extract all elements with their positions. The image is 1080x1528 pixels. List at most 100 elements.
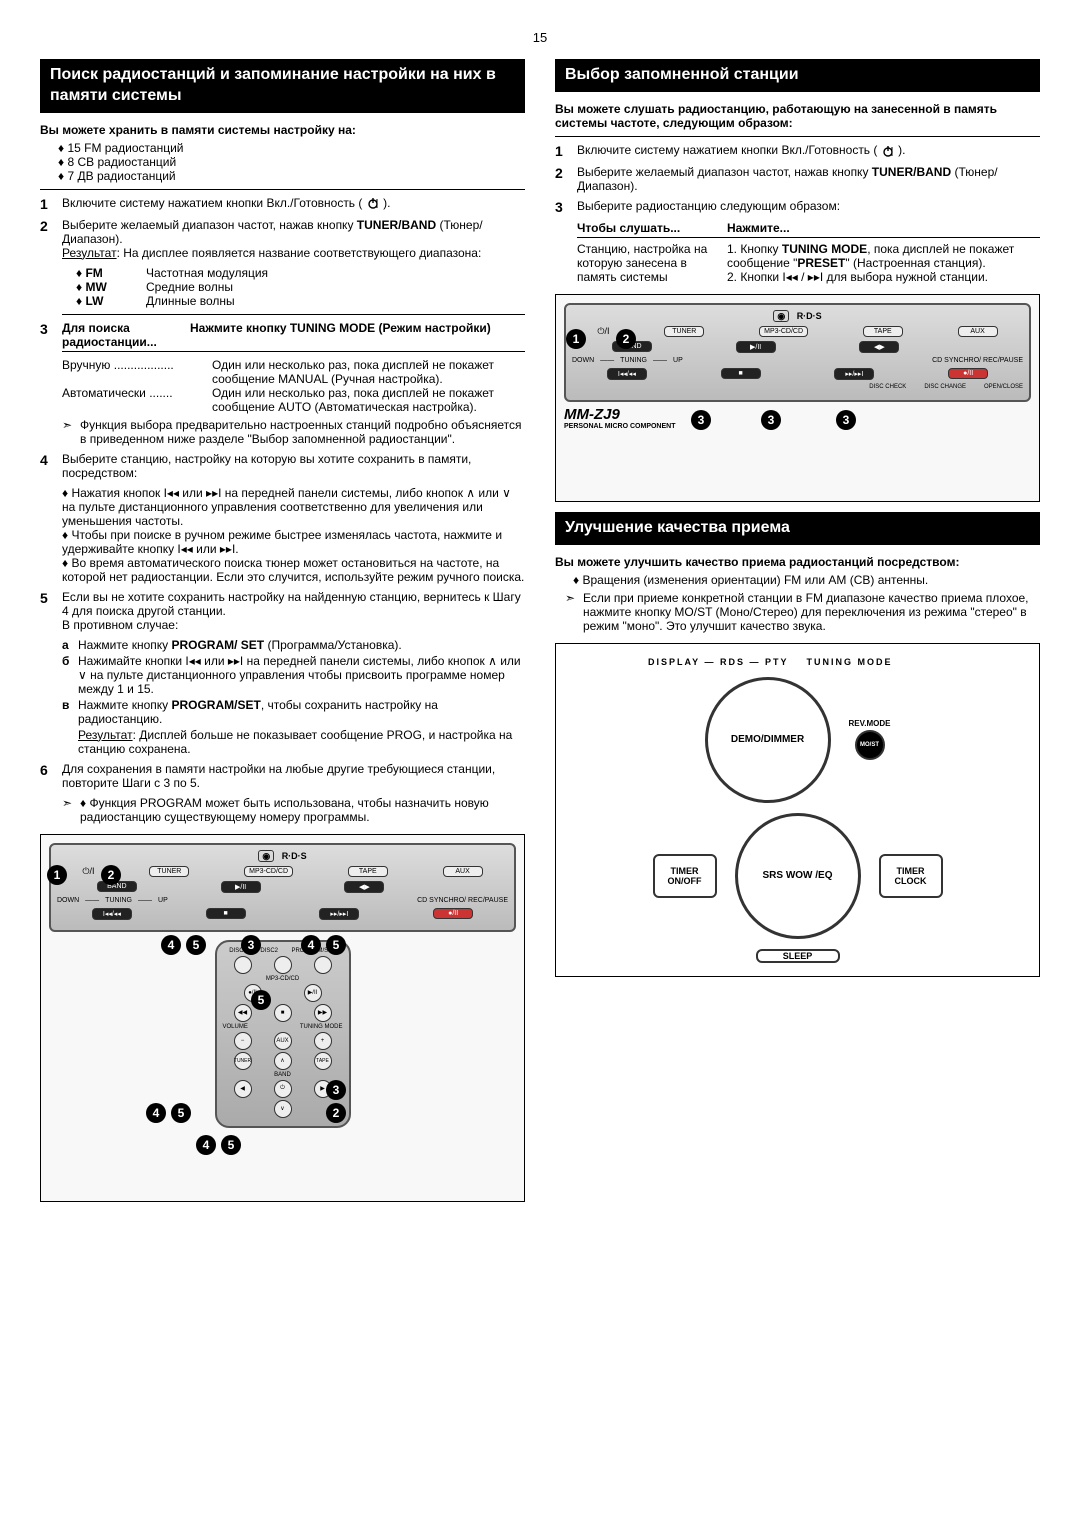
timer-clock-btn: TIMER CLOCK — [879, 854, 943, 898]
remote: DISC1 DISC2 PROGRAM/SET MP3-CD/CD ●/II▶/… — [215, 940, 351, 1128]
step4-bullet: Чтобы при поиске в ручном режиме быстрее… — [62, 528, 525, 556]
callout-3c: 3 — [836, 410, 856, 430]
l: CD SYNCHRO/ REC/PAUSE — [932, 357, 1023, 364]
rev-btn: ◀▶ — [859, 341, 899, 353]
step5c: вНажмите кнопку PROGRAM/SET, чтобы сохра… — [62, 698, 525, 726]
left-diagram: ◉ R·D·S ⏻/I TUNER MP3-CD/CD TAPE AUX BAN… — [40, 834, 525, 1202]
step-2-bold: TUNER/BAND — [357, 218, 436, 232]
step-2-text: Выберите желаемый диапазон частот, нажав… — [62, 218, 353, 232]
step3-c2: Один или несколько раз, пока дисплей не … — [212, 386, 525, 414]
t: Нажмите кнопку — [78, 638, 171, 652]
right-intro2: Вы можете улучшить качество приема радио… — [555, 555, 1040, 569]
stop-btn: ■ — [206, 908, 246, 919]
power-icon — [881, 144, 895, 158]
callout-5b: 5 — [326, 935, 346, 955]
r-step3-header: Чтобы слушать... Нажмите... — [577, 221, 1040, 238]
step3-row: Автоматически .......Один или несколько … — [62, 386, 525, 414]
right-bullet2: Вращения (изменения ориентации) FM или A… — [573, 573, 1040, 587]
prev-btn: I◂◂/◂◂ — [92, 908, 132, 920]
step4-bullet: Нажатия кнопок I◂◂ или ▸▸I на передней п… — [62, 486, 525, 528]
most-btn: MO/ST — [855, 730, 885, 760]
callout-1: 1 — [47, 865, 67, 885]
step-1-tail: ). — [383, 196, 390, 210]
aux-btn: AUX — [443, 866, 483, 877]
tb: PROGRAM/ SET — [171, 638, 264, 652]
t: 1. Кнопку — [727, 242, 782, 256]
timer-on-btn: TIMER ON/OFF — [653, 854, 717, 898]
step3-c1: Вручную .................. — [62, 358, 212, 386]
play-btn: ▶/II — [736, 341, 776, 353]
down-lbl: DOWN — [57, 897, 79, 904]
callout-r4: 4 — [146, 1103, 166, 1123]
rec-btn: ●/II — [948, 368, 988, 379]
step3-h1: Для поиска радиостанции... — [62, 321, 190, 349]
l: DISC CHECK — [869, 384, 906, 390]
band-code: MW — [85, 280, 106, 294]
prev-btn: I◂◂/◂◂ — [607, 368, 647, 380]
l: TUNING — [620, 357, 647, 364]
callout-3b: 3 — [761, 410, 781, 430]
note: ➣Функция PROGRAM может быть использована… — [62, 796, 525, 824]
step3-h2: Нажмите кнопку TUNING MODE (Режим настро… — [190, 321, 491, 349]
play-btn: ▶/II — [221, 881, 261, 893]
left-intro: Вы можете хранить в памяти системы настр… — [40, 123, 525, 137]
t: " (Настроенная станция). — [845, 256, 985, 270]
band-desc: Частотная модуляция — [146, 266, 268, 280]
tuner-btn: TUNER — [149, 866, 189, 877]
arc-right: TUNING MODE — [807, 657, 1024, 667]
rl: AUX — [274, 1032, 292, 1050]
aux-btn: AUX — [958, 326, 998, 337]
mp3-btn: MP3-CD/CD — [759, 326, 808, 337]
demo-dial: DEMO/DIMMER — [705, 677, 831, 803]
callout-4b: 4 — [301, 935, 321, 955]
step5b: бНажимайте кнопки I◂◂ или ▸▸I на передне… — [62, 654, 525, 696]
tape-btn: TAPE — [863, 326, 903, 337]
l: DISC CHANGE — [924, 384, 966, 390]
arc-left: DISPLAY — RDS — PTY — [572, 657, 789, 667]
c1: Станцию, настройка на которую занесена в… — [577, 242, 727, 284]
band-desc: Длинные волны — [146, 294, 235, 308]
rev-btn: ◀▶ — [344, 881, 384, 893]
r-step-3: 3 Выберите радиостанцию следующим образо… — [555, 199, 1040, 215]
up-lbl: UP — [158, 897, 168, 904]
step3-c1: Автоматически ....... — [62, 386, 212, 414]
l: UP — [673, 357, 683, 364]
mp3-btn: MP3-CD/CD — [244, 866, 293, 877]
r-step3-row: Станцию, настройка на которую занесена в… — [577, 242, 1040, 284]
capacity-item: 15 FM радиостанций — [58, 141, 525, 155]
rl: VOLUME — [223, 1024, 248, 1030]
step-2-result: : На дисплее появляется название соответ… — [117, 246, 482, 260]
next-btn: ▸▸/▸▸I — [319, 908, 359, 920]
sync-lbl: CD SYNCHRO/ REC/PAUSE — [417, 897, 508, 904]
t: Выберите желаемый диапазон частот, нажав… — [577, 165, 868, 179]
callout-2: 2 — [616, 329, 636, 349]
step-2: 2 Выберите желаемый диапазон частот, наж… — [40, 218, 525, 260]
band-row: LWДлинные волны — [76, 294, 525, 308]
step-3: 3 Для поиска радиостанции... Нажмите кно… — [40, 321, 525, 352]
rds-label: R·D·S — [282, 851, 307, 861]
rec-btn: ●/II — [433, 908, 473, 919]
right-diagram1: ◉ R·D·S ⏻/I TUNER MP3-CD/CD TAPE AUX BAN… — [555, 294, 1040, 502]
callout-r4b: 4 — [196, 1135, 216, 1155]
rl: TUNING MODE — [300, 1024, 343, 1030]
page-number: 15 — [40, 30, 1040, 45]
step-1-text: Включите систему нажатием кнопки Вкл./Го… — [62, 196, 362, 210]
callout-4: 4 — [161, 935, 181, 955]
left-heading: Поиск радиостанций и запоминание настрой… — [40, 59, 525, 113]
t: Если при приеме конкретной станции в FM … — [583, 591, 1040, 633]
tuning-lbl: TUNING — [105, 897, 132, 904]
sleep-btn: SLEEP — [756, 949, 840, 963]
note-text: Функция выбора предварительно настроенны… — [80, 418, 525, 446]
tb: TUNER/BAND — [872, 165, 951, 179]
model: MM-ZJ9 — [564, 406, 1031, 423]
power-icon — [366, 196, 380, 210]
left-column: Поиск радиостанций и запоминание настрой… — [40, 59, 525, 1212]
micro: PERSONAL MICRO COMPONENT — [564, 423, 1031, 430]
t: 2. Кнопки I◂◂ / ▸▸I для выбора нужной ст… — [727, 270, 988, 284]
callout-5: 5 — [186, 935, 206, 955]
rl: DISC2 — [260, 948, 278, 954]
rds-label: R·D·S — [797, 311, 822, 321]
step3-c2: Один или несколько раз, пока дисплей не … — [212, 358, 525, 386]
right-column: Выбор запомненной станции Вы можете слуш… — [555, 59, 1040, 1212]
right-heading2: Улучшение качества приема — [555, 512, 1040, 545]
